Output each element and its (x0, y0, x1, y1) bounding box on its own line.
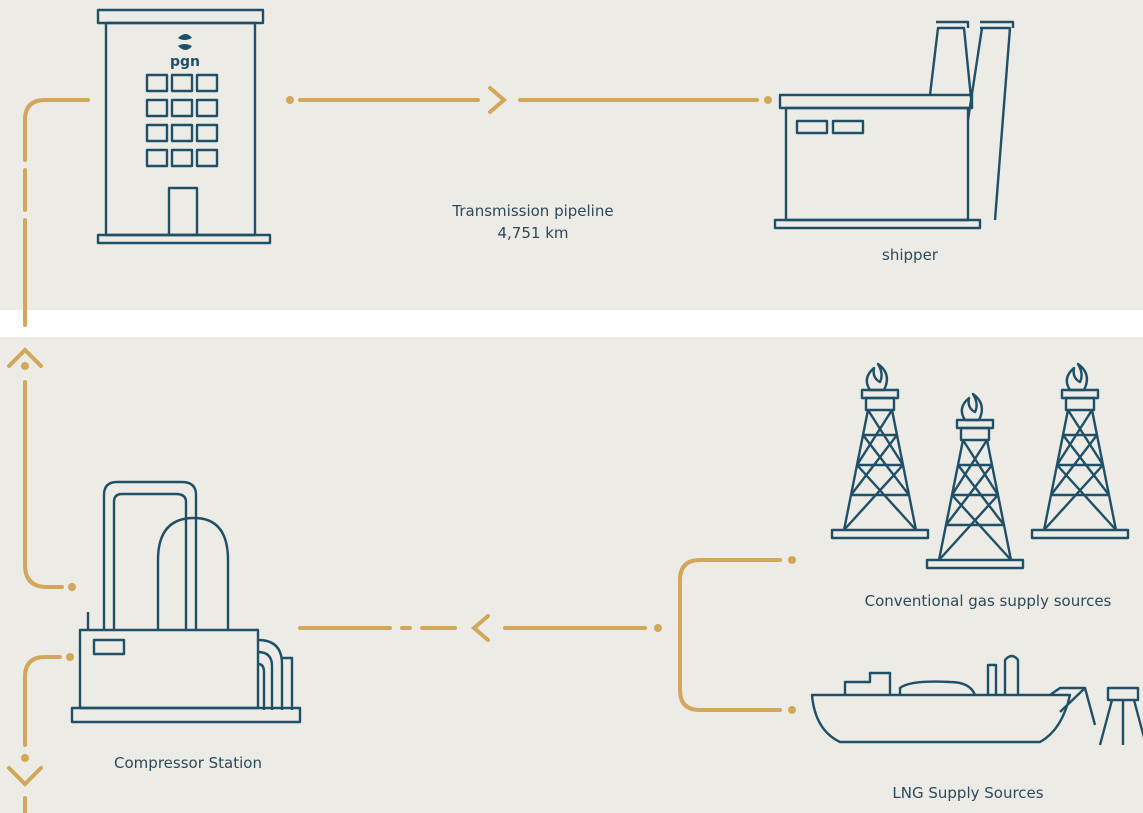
lng-label: LNG Supply Sources (892, 784, 1043, 802)
pipeline-label: Transmission pipeline (451, 202, 613, 220)
top-panel (0, 0, 1143, 310)
pipelines (7, 86, 796, 813)
shipper-icon (773, 20, 1015, 230)
shipper-label: shipper (882, 246, 939, 264)
bottom-panel (0, 337, 1143, 813)
lng-ship-icon (810, 654, 1143, 746)
compressor-icon (70, 480, 302, 724)
compressor-label: Compressor Station (114, 754, 262, 772)
conventional-label: Conventional gas supply sources (865, 592, 1112, 610)
pipeline-length: 4,751 km (497, 224, 568, 242)
logo-text: pgn (170, 54, 200, 70)
office-icon: pgn (96, 8, 272, 245)
